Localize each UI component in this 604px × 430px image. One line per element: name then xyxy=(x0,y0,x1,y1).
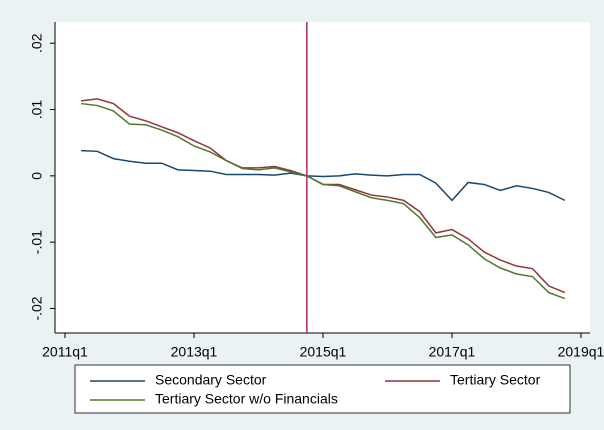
y-tick-label: -.01 xyxy=(29,230,45,254)
x-tick-label: 2015q1 xyxy=(300,344,347,360)
y-tick-label: .01 xyxy=(29,100,45,120)
x-tick-label: 2011q1 xyxy=(42,344,88,360)
y-tick-label: .02 xyxy=(29,33,45,53)
y-tick-label: 0 xyxy=(29,172,45,180)
x-tick-label: 2017q1 xyxy=(429,344,476,360)
series-line xyxy=(81,102,566,300)
y-tick-label: -.02 xyxy=(29,296,45,320)
legend-label: Secondary Sector xyxy=(155,372,267,388)
legend-label: Tertiary Sector w/o Financials xyxy=(155,391,338,407)
x-tick-label: 2013q1 xyxy=(171,344,218,360)
legend-box xyxy=(74,364,571,414)
x-tick-label: 2019q1 xyxy=(558,344,604,360)
series-line xyxy=(81,149,566,202)
legend-label: Tertiary Sector xyxy=(450,372,541,388)
plot-area xyxy=(55,22,590,333)
